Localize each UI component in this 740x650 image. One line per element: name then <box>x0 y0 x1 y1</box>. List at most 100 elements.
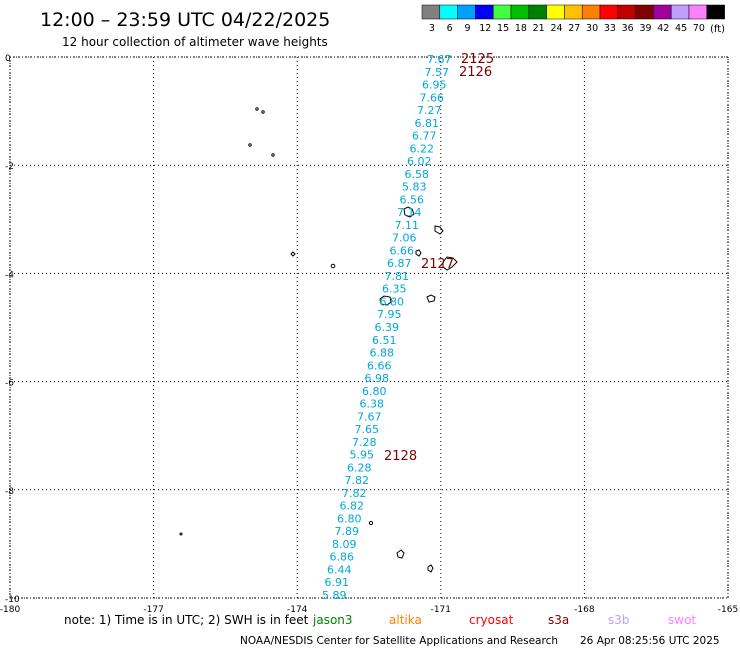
x-tick-label: -177 <box>143 605 163 615</box>
map-background <box>10 57 728 598</box>
wave-height-label: 6.38 <box>360 398 385 411</box>
wave-height-label: 7.82 <box>342 487 367 500</box>
legend-swatch <box>439 4 458 20</box>
wave-height-label: 6.77 <box>412 130 437 143</box>
legend-label: 3 <box>429 23 435 34</box>
island-outlines <box>179 107 458 573</box>
wave-height-label: 6.56 <box>400 193 425 206</box>
wave-height-label: 7.66 <box>420 91 445 104</box>
island-outline <box>415 249 422 257</box>
footer-credit: NOAA/NESDIS Center for Satellite Applica… <box>240 635 558 647</box>
map-border <box>9 56 729 599</box>
legend-label: 15 <box>497 23 509 34</box>
wave-height-label: 6.66 <box>390 244 415 257</box>
island-outline <box>368 520 374 526</box>
pass-labels: 2125 2126 2127 2128 <box>384 52 494 464</box>
pass-label: 2127 <box>421 257 454 272</box>
wave-height-label: 6.82 <box>340 500 365 513</box>
wave-height-label: 6.51 <box>372 334 397 347</box>
wave-height-label: 7.27 <box>417 104 442 117</box>
y-tick-label: 0 <box>5 54 11 64</box>
legend-swatch <box>564 4 583 20</box>
wave-height-label: 6.87 <box>387 257 412 270</box>
island-outline <box>290 251 296 257</box>
pass-label: 2126 <box>459 65 492 80</box>
wave-height-label: 7.57 <box>425 66 450 79</box>
wave-height-label: 6.80 <box>337 512 362 525</box>
wave-height-label: 6.91 <box>325 576 350 589</box>
island-outline <box>379 295 392 306</box>
y-tick-label: -6 <box>5 379 14 389</box>
island-outline <box>403 206 415 218</box>
wave-height-label: 7.14 <box>397 206 422 219</box>
y-tick-label: -10 <box>5 595 20 605</box>
legend-swatch <box>688 4 708 20</box>
wave-height-label: 7.82 <box>345 474 370 487</box>
wave-height-label: 6.80 <box>380 296 405 309</box>
wave-height-label: 6.39 <box>375 321 400 334</box>
satellite-name: s3a <box>548 613 569 627</box>
wave-height-label: 6.81 <box>415 117 440 130</box>
map-area: -180 -177 -174 -171 -168 -165 0 -2 -4 -6 -8 -10 7.6… <box>0 52 738 615</box>
island-outline <box>330 263 336 269</box>
island-outline <box>248 143 252 147</box>
legend-label: 36 <box>622 23 634 34</box>
island-outline <box>179 532 183 536</box>
legend-swatch <box>617 4 636 20</box>
island-outline <box>442 256 458 271</box>
satellite-legend: jason3 altika cryosat s3a s3b swot <box>312 613 696 627</box>
legend-label: 45 <box>675 23 687 34</box>
chart-title: 12:00 – 23:59 UTC 04/22/2025 <box>40 9 330 31</box>
island-outline <box>434 225 444 235</box>
wave-height-label: 8.09 <box>332 538 357 551</box>
satellite-name: cryosat <box>469 613 514 627</box>
legend-label: 21 <box>533 23 545 34</box>
legend-swatch <box>653 4 672 20</box>
wave-height-label: 7.65 <box>355 423 380 436</box>
pass-label: 2125 <box>461 52 494 67</box>
wave-height-label: 6.44 <box>327 564 352 577</box>
legend-swatch <box>546 4 565 20</box>
island-outline <box>426 294 436 303</box>
legend-label: 9 <box>464 23 470 34</box>
altimeter-track: 7.677.576.957.667.276.816.776.226.026.58… <box>322 53 452 602</box>
wave-height-label: 5.89 <box>322 589 347 602</box>
wave-height-label: 7.28 <box>352 436 377 449</box>
legend-label: 27 <box>568 23 580 34</box>
legend-swatch <box>599 4 619 20</box>
legend-swatch <box>457 4 476 20</box>
lat-lon-grid: -180 -177 -174 -171 -168 -165 0 -2 -4 -6 -8 -10 <box>0 54 738 615</box>
x-tick-label: -165 <box>718 605 738 615</box>
legend-swatch <box>421 4 441 20</box>
legend-label: 12 <box>479 23 491 34</box>
x-tick-label: -180 <box>0 605 20 615</box>
wave-height-label: 6.95 <box>422 79 447 92</box>
satellite-name: swot <box>668 613 696 627</box>
wave-height-label: 7.67 <box>427 53 452 66</box>
legend-unit: (ft) <box>710 24 725 35</box>
wave-height-label: 6.28 <box>347 461 372 474</box>
chart-subtitle: 12 hour collection of altimeter wave hei… <box>62 35 328 49</box>
footer-note: note: 1) Time is in UTC; 2) SWH is in fe… <box>64 613 309 627</box>
wave-height-label: 7.06 <box>392 232 417 245</box>
legend-label: 18 <box>515 23 527 34</box>
legend-swatch <box>528 4 547 20</box>
legend-swatch <box>475 4 494 20</box>
x-tick-label: -171 <box>431 605 451 615</box>
island-outline <box>271 153 275 157</box>
legend-swatch <box>492 4 512 20</box>
wave-height-label: 5.83 <box>402 181 427 194</box>
legend-label: 33 <box>604 23 616 34</box>
wave-height-label: 6.88 <box>370 347 395 360</box>
wave-height-label: 6.86 <box>330 551 355 564</box>
legend-swatch <box>670 4 690 20</box>
legend-label: 30 <box>586 23 598 34</box>
wave-height-label: 6.22 <box>410 142 435 155</box>
legend-label: 70 <box>693 23 705 34</box>
wave-height-label: 6.80 <box>362 385 387 398</box>
legend-swatch <box>635 4 654 20</box>
wave-height-label: 7.89 <box>335 525 360 538</box>
x-tick-label: -168 <box>574 605 595 615</box>
wave-height-label: 6.35 <box>382 283 407 296</box>
